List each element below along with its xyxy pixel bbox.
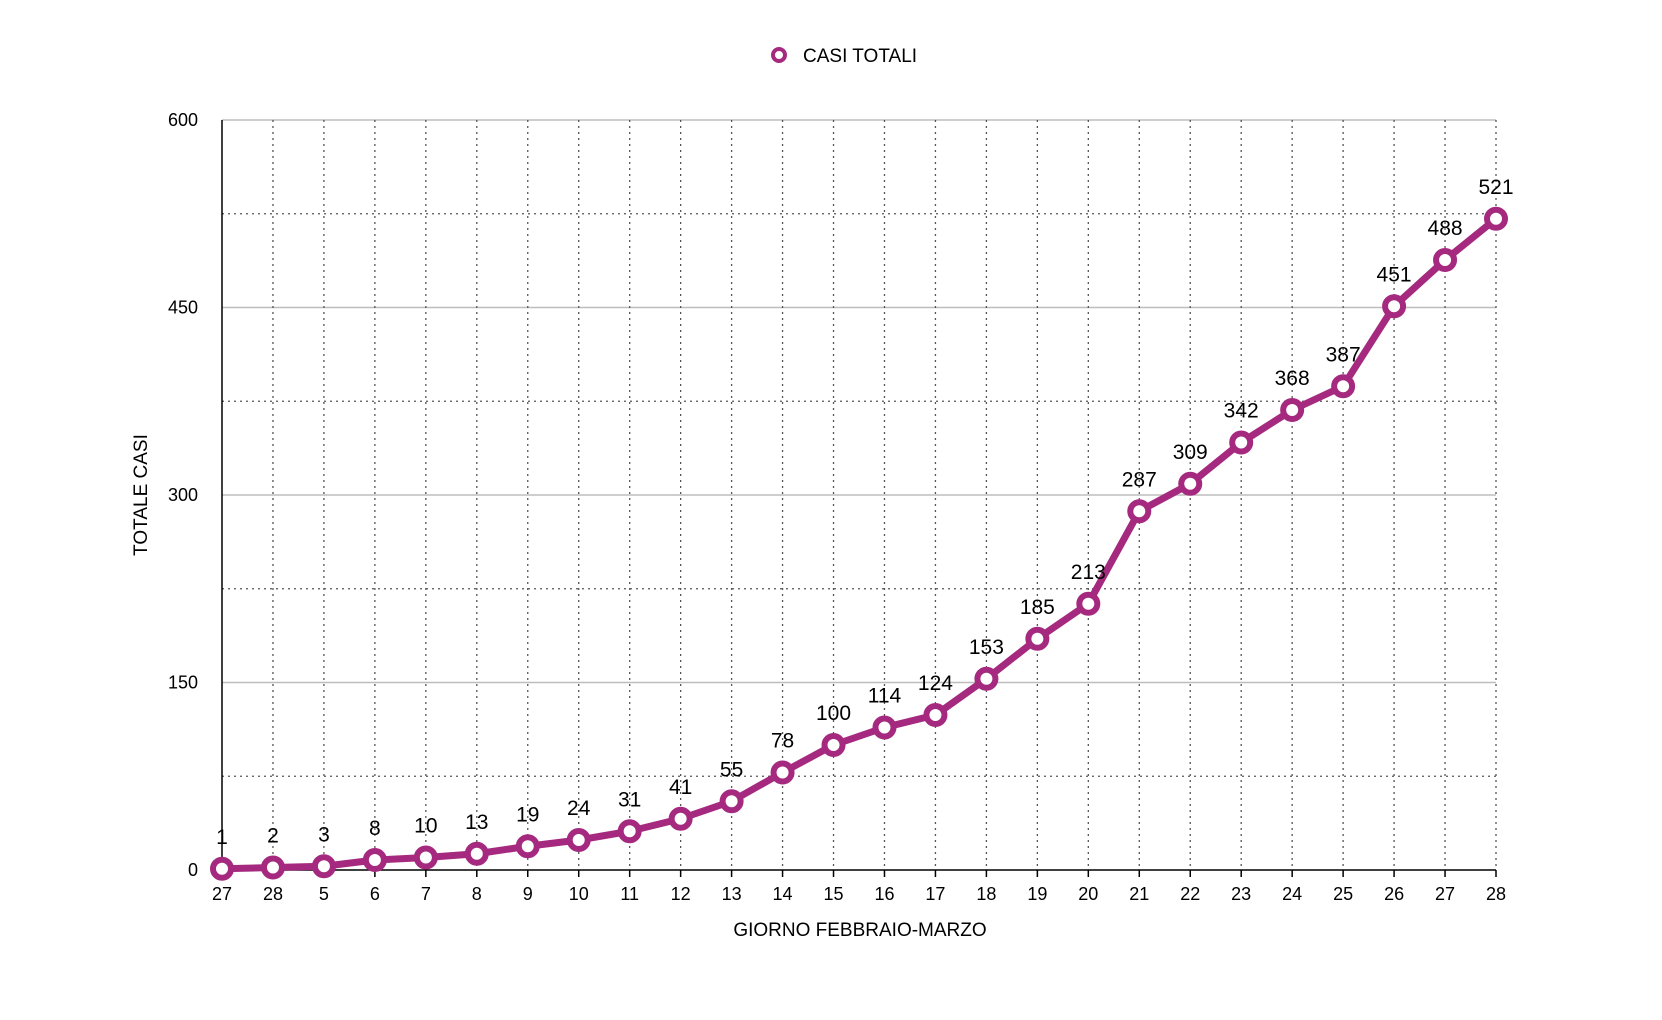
x-tick-label: 18	[976, 884, 996, 904]
series-line	[218, 215, 1500, 873]
data-point	[923, 703, 948, 727]
x-tick-label: 22	[1180, 884, 1200, 904]
data-label: 55	[720, 758, 743, 781]
y-tick-label: 600	[168, 110, 198, 130]
data-point	[413, 845, 438, 870]
x-tick-label: 23	[1231, 884, 1251, 904]
data-label: 3	[318, 823, 330, 846]
series	[210, 206, 1508, 881]
data-label: 10	[414, 815, 437, 838]
legend-marker	[771, 47, 787, 63]
x-tick-label: 28	[1486, 884, 1506, 904]
x-tick-label: 6	[370, 884, 380, 904]
x-tick-label: 16	[874, 884, 894, 904]
data-label: 100	[816, 702, 851, 725]
data-label: 521	[1478, 176, 1513, 199]
data-point	[210, 856, 234, 881]
data-point	[668, 806, 693, 831]
x-axis-title: GIORNO FEBBRAIO-MARZO	[733, 920, 986, 941]
data-label: 1	[216, 826, 228, 849]
data-point	[719, 789, 744, 814]
x-tick-label: 27	[212, 884, 232, 904]
data-label: 2	[267, 825, 279, 848]
data-point	[1331, 374, 1356, 399]
data-point	[260, 855, 285, 880]
x-tick-label: 5	[319, 884, 329, 904]
data-label: 287	[1122, 468, 1157, 491]
data-label: 309	[1173, 441, 1208, 464]
x-tick-label: 7	[421, 884, 431, 904]
data-point	[1382, 294, 1407, 319]
x-tick-label: 10	[569, 884, 589, 904]
data-point	[617, 819, 642, 844]
data-point	[311, 854, 336, 879]
data-point	[362, 848, 387, 872]
data-point	[770, 760, 795, 785]
data-point	[1025, 626, 1050, 651]
y-axis-title: TOTALE CASI	[131, 434, 152, 556]
data-point	[1076, 591, 1101, 616]
legend: CASI TOTALI	[771, 46, 917, 67]
data-label: 124	[918, 672, 953, 695]
x-tick-label: 25	[1333, 884, 1353, 904]
data-point	[1280, 398, 1305, 422]
data-point	[974, 666, 999, 691]
data-label: 153	[969, 636, 1004, 659]
data-label: 31	[618, 788, 641, 811]
data-point	[872, 715, 897, 740]
data-label: 213	[1071, 561, 1106, 584]
y-tick-label: 300	[168, 485, 198, 505]
data-point	[1229, 430, 1254, 455]
data-point	[1127, 499, 1152, 524]
x-tick-label: 12	[671, 884, 691, 904]
data-labels: 1 2 3 8 10 13 19 24 31 41 55 78 100 114 124 153 185 213 28…	[216, 176, 1513, 849]
data-point	[566, 828, 591, 852]
x-tick-label: 24	[1282, 884, 1302, 904]
x-tick-label: 11	[620, 884, 639, 904]
data-label: 13	[465, 811, 488, 834]
data-label: 185	[1020, 596, 1055, 619]
data-point	[464, 841, 489, 866]
data-label: 387	[1326, 343, 1361, 366]
data-label: 114	[868, 685, 902, 708]
data-point	[821, 733, 846, 757]
data-point	[1484, 206, 1508, 231]
data-label: 368	[1275, 367, 1310, 390]
data-label: 41	[669, 776, 692, 799]
data-label: 78	[771, 730, 794, 753]
x-tick-label: 14	[773, 884, 793, 904]
data-label: 24	[567, 797, 591, 820]
data-label: 451	[1377, 263, 1412, 286]
y-tick-label: 450	[168, 298, 198, 318]
data-label: 342	[1224, 400, 1259, 423]
x-tick-label: 26	[1384, 884, 1404, 904]
data-label: 488	[1428, 217, 1463, 240]
data-label: 19	[516, 803, 539, 826]
x-tick-label: 15	[824, 884, 844, 904]
x-tick-label: 13	[722, 884, 742, 904]
x-tick-label: 19	[1027, 884, 1047, 904]
data-point	[1178, 471, 1203, 496]
x-tick-label: 28	[263, 884, 283, 904]
data-point	[1433, 248, 1458, 272]
y-tick-label: 0	[188, 860, 198, 880]
x-tick-label: 21	[1129, 884, 1149, 904]
x-tick-label: 20	[1078, 884, 1098, 904]
x-tick-label: 8	[472, 884, 482, 904]
grid	[222, 119, 1497, 870]
data-label: 8	[369, 817, 381, 840]
x-tick-label: 17	[925, 884, 945, 904]
y-tick-label: 150	[168, 673, 198, 693]
x-tick-label: 27	[1435, 884, 1455, 904]
x-tick-label: 9	[523, 884, 533, 904]
data-point	[515, 834, 540, 859]
legend-label: CASI TOTALI	[803, 46, 917, 67]
